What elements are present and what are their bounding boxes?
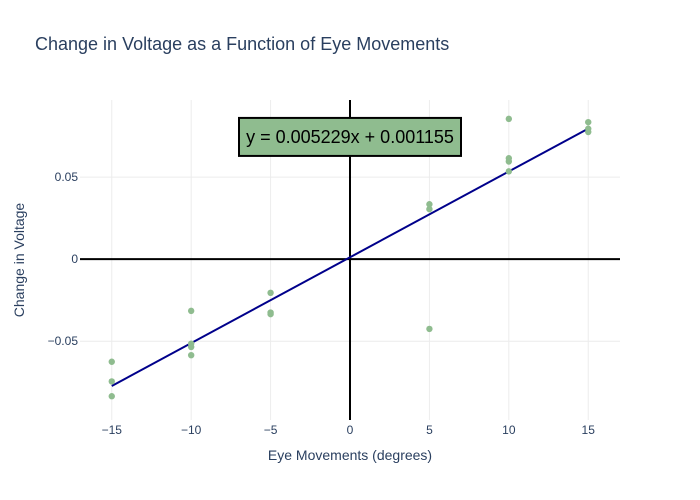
data-point [505,158,513,165]
data-point [187,351,195,359]
x-tick-label: −15 [102,423,123,437]
data-point [187,343,195,351]
data-point [108,358,115,365]
data-point [267,289,274,297]
data-point [426,205,433,213]
data-point [585,118,592,126]
y-tick-label: 0.05 [55,170,79,184]
x-tick-label: −5 [264,423,278,437]
data-point [505,168,513,175]
x-tick-label: 0 [347,423,354,437]
chart-title: Change in Voltage as a Function of Eye M… [35,34,449,54]
x-tick-label: 15 [582,423,596,437]
data-point [426,201,433,208]
annotation-text: y = 0.005229x + 0.001155 [246,127,454,147]
equation-annotation: y = 0.005229x + 0.001155 [238,116,462,157]
data-point [426,325,433,333]
x-tick-label: 10 [502,423,516,437]
data-point [108,393,115,400]
annotation-box [238,116,462,157]
data-point [585,128,592,136]
y-tick-labels: −0.05 0 0.05 [48,170,79,348]
x-tick-labels: −15 −10 −5 0 5 10 15 [102,423,596,437]
data-point [505,115,513,123]
x-axis-title: Eye Movements (degrees) [268,447,432,463]
y-tick-label: 0 [71,252,78,266]
x-tick-label: 5 [426,423,433,437]
data-point [267,310,274,318]
y-axis-title: Change in Voltage [11,203,27,318]
x-tick-label: −10 [181,423,202,437]
y-tick-label: −0.05 [48,334,79,348]
data-point [187,307,195,315]
data-points [108,115,592,400]
data-point [108,378,115,385]
